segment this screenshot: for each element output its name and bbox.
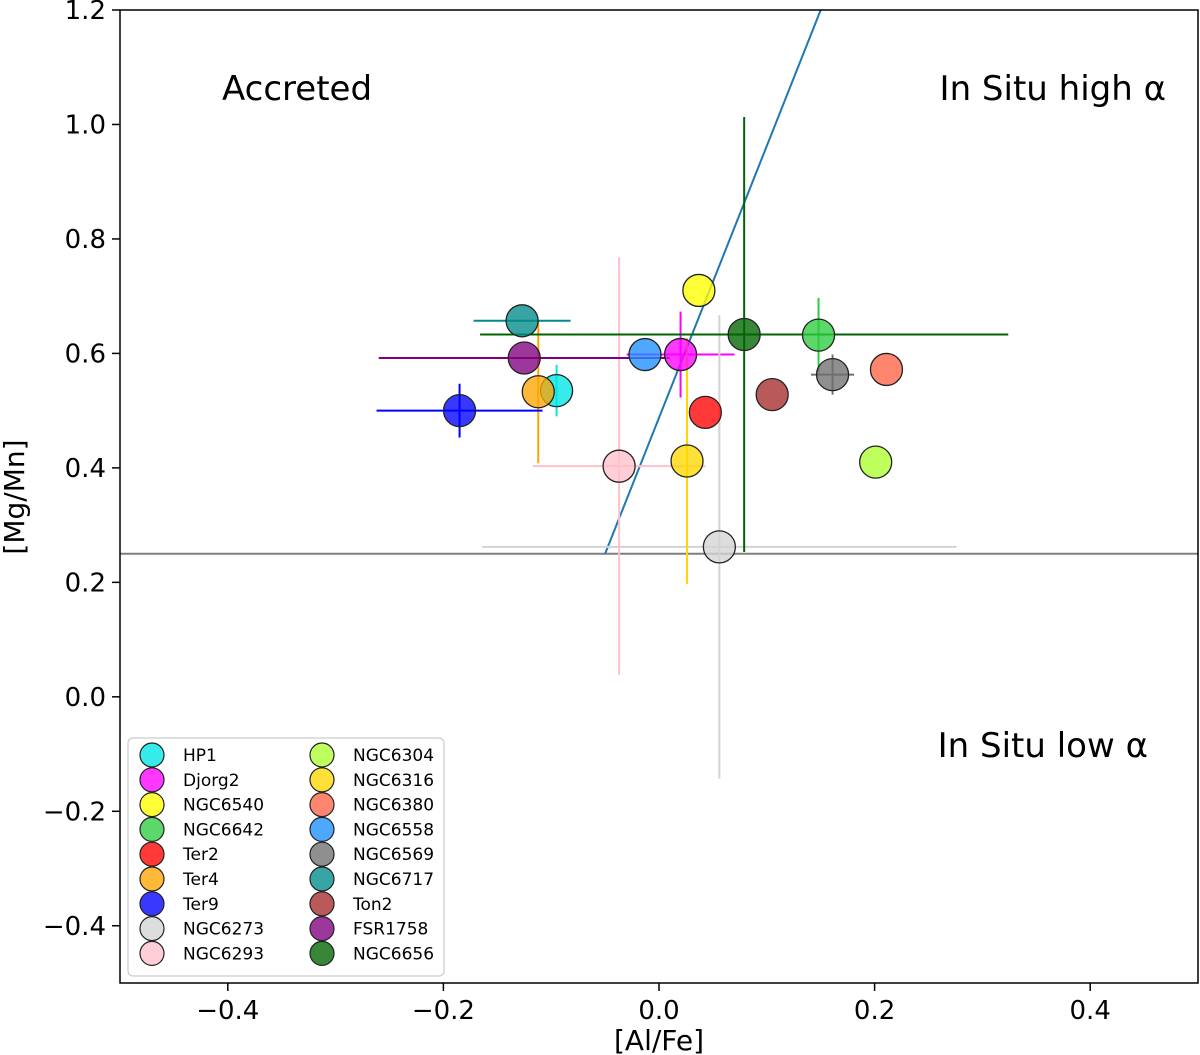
data-point-ton2 <box>755 377 789 412</box>
x-tick-label: 0.4 <box>1070 996 1111 1026</box>
data-point-ngc6558 <box>628 337 662 372</box>
data-point-djorg2 <box>663 337 698 372</box>
data-point-ngc6642 <box>801 318 836 352</box>
legend-marker-ngc6656 <box>309 940 335 967</box>
y-tick-label: 0.0 <box>65 683 106 713</box>
x-tick-label: −0.4 <box>196 996 259 1026</box>
legend-marker-ngc6558 <box>309 816 335 843</box>
legend-label-ter9: Ter9 <box>182 895 219 915</box>
legend-label-ton2: Ton2 <box>352 895 393 915</box>
legend-label-ngc6558: NGC6558 <box>353 820 434 840</box>
legend-marker-fsr1758 <box>309 915 335 942</box>
y-tick-label: −0.2 <box>43 797 106 827</box>
legend-marker-ngc6316 <box>309 767 335 793</box>
region-label-in-situ-high: In Situ high α <box>940 69 1166 109</box>
data-point-ngc6569 <box>815 357 850 392</box>
legend-marker-ngc6380 <box>309 791 335 818</box>
legend-marker-ngc6717 <box>309 866 335 892</box>
legend-label-ter4: Ter4 <box>182 870 219 890</box>
legend-frame <box>127 737 445 977</box>
data-point-ter2 <box>688 395 723 430</box>
legend-label-ngc6380: NGC6380 <box>353 796 434 816</box>
legend-marker-djorg2 <box>139 767 165 793</box>
legend-marker-ngc6569 <box>309 841 335 867</box>
legend-marker-ton2 <box>309 891 335 917</box>
y-axis-ticks: −0.4 −0.2 0.0 0.2 0.4 0.6 0.8 1.0 1.2 <box>43 0 120 942</box>
legend-label-ngc6304: NGC6304 <box>353 746 434 766</box>
region-label-accreted: Accreted <box>222 69 372 109</box>
legend-marker-ngc6293 <box>139 940 165 967</box>
legend-marker-ngc6540 <box>139 791 165 818</box>
y-tick-label: 1.0 <box>65 110 106 140</box>
y-tick-label: 0.2 <box>65 568 106 598</box>
legend: HP1 Djorg2 NGC6540 NGC6642 Ter2 Ter4 Ter9 NGC62… <box>127 737 445 977</box>
data-point-ngc6717 <box>505 304 539 338</box>
y-tick-label: 0.6 <box>65 339 106 369</box>
data-point-fsr1758 <box>507 341 541 375</box>
y-axis-label: [Mg/Mn] <box>0 439 31 554</box>
data-point-ngc6380 <box>869 352 904 387</box>
legend-label-ngc6717: NGC6717 <box>353 870 434 890</box>
data-point-ter4 <box>521 375 555 409</box>
legend-label-ngc6293: NGC6293 <box>183 944 264 964</box>
legend-label-ngc6273: NGC6273 <box>183 920 264 940</box>
x-tick-label: 0.2 <box>854 996 895 1026</box>
data-point-ngc6656 <box>727 317 761 352</box>
region-label-in-situ-low: In Situ low α <box>938 726 1148 766</box>
data-points <box>442 273 904 564</box>
y-tick-label: 1.2 <box>65 0 106 26</box>
y-tick-label: 0.8 <box>65 225 106 255</box>
legend-label-ngc6656: NGC6656 <box>353 944 434 964</box>
data-point-ngc6316 <box>670 444 704 478</box>
legend-marker-ter4 <box>139 866 165 892</box>
legend-label-hp1: HP1 <box>183 746 217 766</box>
legend-marker-ter2 <box>139 841 165 867</box>
x-tick-label: −0.2 <box>412 996 475 1026</box>
legend-marker-ter9 <box>139 891 165 917</box>
legend-label-djorg2: Djorg2 <box>183 771 240 791</box>
y-tick-label: 0.4 <box>65 454 106 484</box>
legend-label-fsr1758: FSR1758 <box>353 920 428 940</box>
y-tick-label: −0.4 <box>43 912 106 942</box>
x-tick-label: 0.0 <box>638 996 679 1026</box>
x-axis-label: [Al/Fe] <box>614 1024 704 1055</box>
data-point-ngc6540 <box>682 273 716 308</box>
legend-label-ngc6316: NGC6316 <box>353 771 434 791</box>
legend-label-ter2: Ter2 <box>182 845 219 865</box>
legend-label-ngc6540: NGC6540 <box>183 796 264 816</box>
x-axis-ticks: −0.4 −0.2 0.0 0.2 0.4 <box>196 983 1111 1026</box>
data-point-ngc6273 <box>702 530 737 564</box>
legend-marker-hp1 <box>139 742 165 768</box>
legend-marker-ngc6273 <box>139 915 165 942</box>
legend-label-ngc6569: NGC6569 <box>353 845 434 865</box>
legend-marker-ngc6642 <box>139 816 165 843</box>
legend-marker-ngc6304 <box>309 742 335 768</box>
data-point-ngc6304 <box>859 445 893 479</box>
data-point-ter9 <box>442 393 477 428</box>
legend-label-ngc6642: NGC6642 <box>183 820 264 840</box>
data-point-ngc6293 <box>602 449 636 483</box>
